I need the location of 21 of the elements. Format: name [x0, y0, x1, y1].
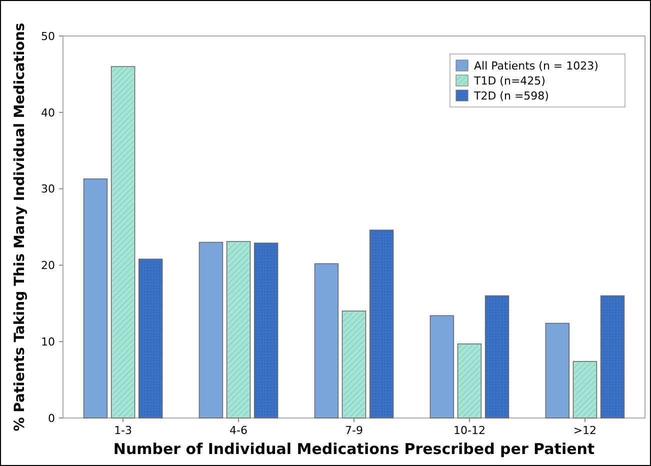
- y-tick-label: 20: [41, 259, 55, 272]
- x-tick-label: 7-9: [345, 424, 363, 437]
- y-axis-title: % Patients Taking This Many Individual Medications: [12, 22, 28, 432]
- y-tick-label: 30: [41, 182, 55, 196]
- x-tick-label: 4-6: [230, 424, 248, 437]
- x-axis-title: Number of Individual Medications Prescribed per Patient: [113, 440, 595, 458]
- x-tick-label: 10-12: [453, 424, 486, 437]
- legend-label: All Patients (n = 1023): [474, 60, 598, 72]
- bar: [83, 178, 108, 418]
- legend-label: T2D (n =598): [473, 90, 549, 102]
- legend-label: T1D (n=425): [473, 74, 546, 88]
- x-tick-label: 1-3: [114, 424, 132, 437]
- y-tick-label: 10: [41, 335, 55, 348]
- x-tick-label: >12: [573, 424, 597, 437]
- y-tick-label: 0: [48, 412, 55, 425]
- bar: [314, 263, 339, 418]
- bar: [430, 315, 454, 418]
- bar: [545, 322, 570, 418]
- bar: [198, 242, 224, 418]
- y-tick-label: 40: [41, 106, 55, 120]
- y-tick-label: 50: [41, 30, 55, 43]
